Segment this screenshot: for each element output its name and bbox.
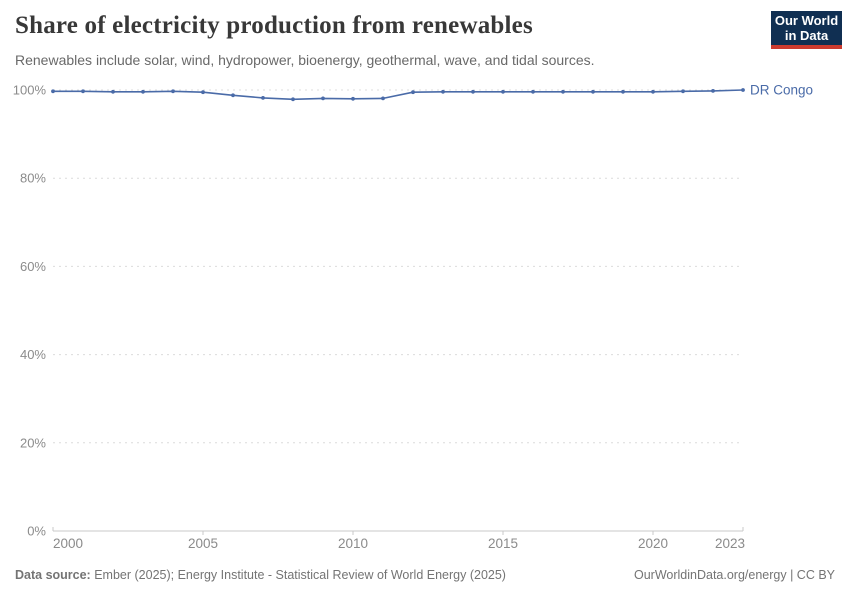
chart-footer: Data source: Ember (2025); Energy Instit… — [15, 568, 835, 582]
data-point-2023[interactable] — [741, 88, 745, 92]
y-tick-label-100: 100% — [13, 83, 47, 98]
data-point-2006[interactable] — [231, 93, 235, 98]
data-point-2021[interactable] — [681, 89, 685, 94]
y-tick-label-60: 60% — [20, 259, 46, 274]
x-tick-label-2005: 2005 — [188, 536, 218, 551]
data-point-2008[interactable] — [291, 97, 295, 102]
data-point-2010[interactable] — [351, 96, 355, 101]
x-tick-label-2023: 2023 — [715, 536, 745, 551]
series-label[interactable]: DR Congo — [750, 83, 813, 98]
y-tick-label-80: 80% — [20, 171, 46, 186]
data-point-2002[interactable] — [111, 89, 115, 94]
y-tick-label-0: 0% — [27, 524, 46, 539]
data-point-2022[interactable] — [711, 89, 715, 93]
owid-license-link[interactable]: OurWorldinData.org/energy | CC BY — [633, 568, 835, 582]
data-point-2015[interactable] — [501, 89, 505, 94]
x-tick-label-2000: 2000 — [53, 536, 83, 551]
data-source-label: Data source: — [15, 568, 91, 582]
data-point-2016[interactable] — [531, 89, 535, 94]
x-tick-label-2020: 2020 — [638, 536, 668, 551]
data-point-2004[interactable] — [171, 89, 175, 94]
page-title: Share of electricity production from ren… — [15, 12, 533, 39]
data-point-2014[interactable] — [471, 89, 475, 94]
data-source-text: Ember (2025); Energy Institute - Statist… — [90, 568, 506, 582]
data-point-2011[interactable] — [381, 96, 385, 101]
data-point-2001[interactable] — [81, 89, 85, 94]
data-point-2012[interactable] — [411, 90, 415, 95]
data-point-2020[interactable] — [651, 89, 655, 94]
owid-logo[interactable]: Our World in Data — [771, 11, 842, 49]
y-tick-label-40: 40% — [20, 347, 46, 362]
x-tick-label-2015: 2015 — [488, 536, 518, 551]
series-line-DR Congo — [52, 89, 744, 101]
data-point-2000[interactable] — [51, 89, 55, 94]
data-point-2017[interactable] — [561, 89, 565, 94]
x-tick-label-2010: 2010 — [338, 536, 368, 551]
data-source-note: Data source: Ember (2025); Energy Instit… — [15, 568, 506, 582]
data-point-2009[interactable] — [321, 96, 325, 101]
data-point-2018[interactable] — [591, 89, 595, 94]
data-point-2003[interactable] — [141, 89, 145, 94]
data-point-2005[interactable] — [201, 90, 205, 95]
data-point-2007[interactable] — [261, 96, 265, 100]
data-point-2019[interactable] — [621, 89, 625, 94]
owid-logo-line1: Our World — [774, 13, 839, 28]
y-tick-label-20: 20% — [20, 435, 46, 450]
page-subtitle: Renewables include solar, wind, hydropow… — [15, 52, 595, 68]
owid-logo-line2: in Data — [784, 28, 829, 43]
data-point-2013[interactable] — [441, 89, 445, 94]
